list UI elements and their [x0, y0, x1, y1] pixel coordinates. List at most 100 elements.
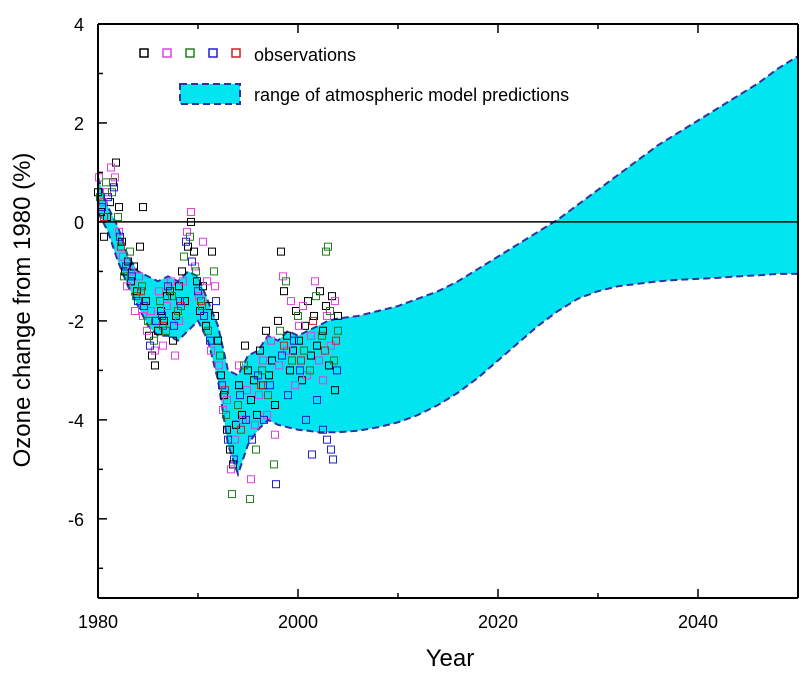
y-axis-label: Ozone change from 1980 (%) — [9, 153, 36, 468]
observation-point — [295, 336, 303, 345]
observation-point — [114, 212, 122, 221]
model-upper-edge — [97, 55, 799, 377]
observation-point — [157, 307, 165, 315]
observation-point — [103, 188, 111, 197]
observation-point — [156, 297, 164, 306]
observation-point — [333, 366, 341, 375]
observation-point — [235, 361, 243, 370]
observation-point — [309, 316, 317, 325]
observation-point — [294, 311, 302, 320]
observation-point — [139, 311, 147, 320]
x-tick-label: 2020 — [478, 612, 518, 632]
observation-point — [102, 178, 110, 187]
observation-point — [232, 420, 240, 429]
observation-point — [241, 341, 249, 350]
observation-point — [298, 376, 306, 385]
observation-point — [255, 391, 263, 400]
observation-point — [253, 410, 261, 419]
observation-point — [223, 396, 231, 405]
observation-point — [154, 326, 162, 335]
observation-point — [117, 242, 125, 251]
observation-point — [331, 386, 339, 395]
observation-point — [270, 460, 278, 469]
observation-point — [227, 465, 235, 474]
observation-point — [319, 376, 327, 385]
observation-point — [132, 292, 140, 301]
legend-observation-swatch — [139, 48, 149, 58]
observation-point — [259, 356, 267, 365]
observation-point — [296, 366, 304, 375]
observation-point — [120, 272, 128, 281]
observation-point — [329, 455, 337, 464]
observation-point — [274, 316, 282, 325]
observation-point — [134, 297, 142, 306]
observation-point — [301, 321, 309, 330]
y-tick-label: 2 — [74, 114, 84, 134]
observation-point — [292, 307, 300, 315]
observation-point — [288, 356, 296, 365]
observation-point — [118, 237, 126, 246]
observation-point — [208, 247, 216, 256]
observation-point — [237, 425, 245, 434]
observation-point — [116, 232, 124, 241]
observation-point — [155, 287, 163, 296]
x-tick-label: 2000 — [278, 612, 318, 632]
observation-point — [217, 371, 225, 380]
observation-point — [247, 475, 255, 484]
observation-point — [230, 455, 238, 464]
observation-point — [206, 336, 214, 345]
observation-point — [266, 381, 274, 390]
observation-point — [151, 346, 159, 355]
y-tick-label: -2 — [68, 312, 84, 332]
observation-point — [197, 297, 205, 306]
observation-point — [110, 183, 118, 192]
observation-point — [291, 381, 299, 390]
legend-observation-swatch — [185, 48, 195, 58]
observation-point — [277, 247, 285, 256]
observation-point — [204, 326, 212, 335]
observation-point — [307, 351, 315, 360]
observation-point — [257, 381, 265, 390]
observation-point — [214, 336, 222, 345]
legend-model-swatch — [179, 83, 241, 105]
observation-point — [252, 445, 260, 454]
observation-point — [168, 292, 176, 301]
observation-point — [147, 307, 155, 315]
observation-point — [287, 297, 295, 306]
observation-point — [224, 435, 232, 444]
observation-point — [221, 386, 229, 395]
observation-point — [265, 371, 273, 380]
observation-point — [251, 420, 259, 429]
observation-point — [211, 282, 219, 291]
axes — [97, 23, 799, 599]
observation-point — [248, 435, 256, 444]
observation-point — [211, 311, 219, 320]
observation-point — [300, 346, 308, 355]
observation-point — [137, 287, 145, 296]
legend: observations range of atmospheric model … — [139, 45, 569, 105]
legend-observation-swatch — [162, 48, 172, 58]
observation-point — [234, 401, 242, 410]
x-tick-label: 1980 — [78, 612, 118, 632]
y-tick-label: 4 — [74, 15, 84, 35]
observation-point — [256, 346, 264, 355]
observation-point — [327, 341, 335, 350]
observation-point — [308, 450, 316, 459]
observation-point — [236, 391, 244, 400]
observation-point — [280, 341, 288, 350]
observation-point — [166, 287, 174, 296]
observation-point — [284, 391, 292, 400]
observation-point — [229, 460, 237, 469]
observation-point — [107, 163, 115, 172]
observation-point — [331, 297, 339, 306]
observation-point — [243, 386, 251, 395]
observation-point — [313, 341, 321, 350]
observation-point — [271, 430, 279, 439]
observation-point — [152, 316, 160, 325]
observation-point — [321, 346, 329, 355]
observation-point — [290, 336, 298, 345]
observation-point — [158, 311, 166, 320]
x-axis-label: Year — [426, 645, 475, 672]
observation-point — [313, 396, 321, 405]
